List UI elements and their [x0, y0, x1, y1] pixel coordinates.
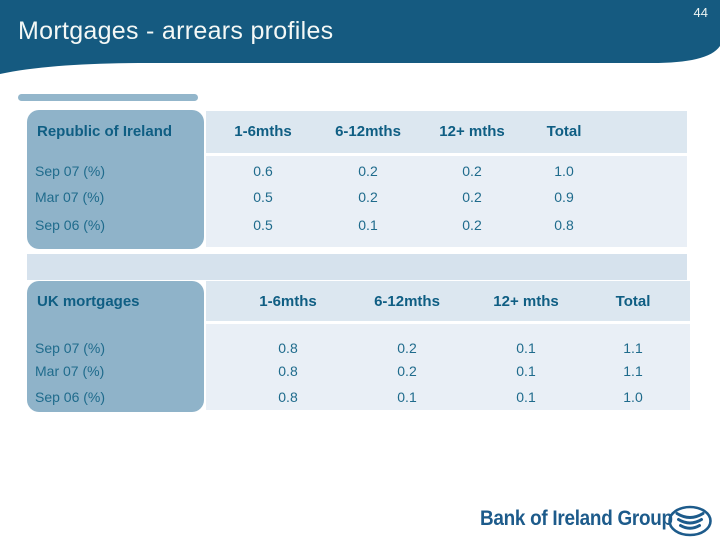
cell-value: 0.1: [516, 363, 536, 379]
bank-of-ireland-logo-icon: [668, 505, 712, 537]
column-header: 12+ mths: [439, 122, 505, 140]
table-row: Sep 06 (%) 0.8 0.1 0.1 1.0: [27, 385, 690, 409]
table-row: Sep 07 (%) 0.8 0.2 0.1 1.1: [27, 336, 690, 360]
cell-value: 0.2: [358, 189, 378, 205]
table-roi-header-row: Republic of Ireland 1-6mths 6-12mths 12+…: [27, 119, 686, 143]
cell-value: 0.5: [253, 189, 273, 205]
cell-value: 0.6: [253, 163, 273, 179]
row-label: Mar 07 (%): [35, 189, 105, 205]
banner-shape: [0, 0, 720, 74]
row-label: Sep 06 (%): [35, 217, 106, 233]
table-uk-rowheader-box: [27, 281, 204, 412]
table-row: Sep 07 (%) 0.6 0.2 0.2 1.0: [27, 159, 686, 183]
cell-value: 0.1: [397, 389, 417, 405]
cell-value: 0.8: [554, 217, 574, 233]
cell-value: 0.9: [554, 189, 574, 205]
table-uk-header-strip: [206, 281, 690, 321]
table-roi-body-background: [206, 156, 687, 247]
table-uk-header-row: UK mortgages 1-6mths 6-12mths 12+ mths T…: [27, 289, 690, 313]
cell-value: 0.8: [278, 340, 298, 356]
cell-value: 0.2: [397, 363, 417, 379]
cell-value: 1.1: [623, 363, 643, 379]
header-banner: [0, 0, 720, 74]
cell-value: 0.8: [278, 389, 298, 405]
column-header: 6-12mths: [374, 292, 440, 310]
cell-value: 0.1: [516, 340, 536, 356]
table-roi-accent-bar: [18, 94, 198, 101]
column-header: 12+ mths: [493, 292, 559, 310]
table-spacer-band: [27, 254, 687, 280]
cell-value: 0.2: [462, 217, 482, 233]
table-roi-title: Republic of Ireland: [37, 122, 173, 140]
cell-value: 1.0: [623, 389, 643, 405]
row-label: Sep 07 (%): [35, 340, 106, 356]
table-uk-title: UK mortgages: [37, 292, 140, 310]
cell-value: 0.5: [253, 217, 273, 233]
column-header: Total: [615, 292, 651, 310]
table-row: Sep 06 (%) 0.5 0.1 0.2 0.8: [27, 213, 686, 237]
row-label: Mar 07 (%): [35, 363, 105, 379]
page-title: Mortgages - arrears profiles: [18, 17, 334, 45]
column-header: Total: [546, 122, 582, 140]
cell-value: 1.1: [623, 340, 643, 356]
brand-wordmark: Bank of Ireland Group: [480, 507, 673, 530]
column-header: 6-12mths: [335, 122, 401, 140]
cell-value: 0.2: [397, 340, 417, 356]
cell-value: 1.0: [554, 163, 574, 179]
cell-value: 0.2: [462, 163, 482, 179]
cell-value: 0.1: [516, 389, 536, 405]
column-header: 1-6mths: [234, 122, 292, 140]
table-row: Mar 07 (%) 0.8 0.2 0.1 1.1: [27, 359, 690, 383]
table-uk-body-background: [206, 324, 690, 410]
page-number: 44: [693, 5, 708, 20]
cell-value: 0.2: [358, 163, 378, 179]
table-row: Mar 07 (%) 0.5 0.2 0.2 0.9: [27, 185, 686, 209]
cell-value: 0.8: [278, 363, 298, 379]
cell-value: 0.1: [358, 217, 378, 233]
table-roi-header-strip: [206, 111, 687, 153]
column-header: 1-6mths: [259, 292, 317, 310]
cell-value: 0.2: [462, 189, 482, 205]
table-roi-rowheader-box: [27, 110, 204, 249]
row-label: Sep 07 (%): [35, 163, 106, 179]
row-label: Sep 06 (%): [35, 389, 106, 405]
